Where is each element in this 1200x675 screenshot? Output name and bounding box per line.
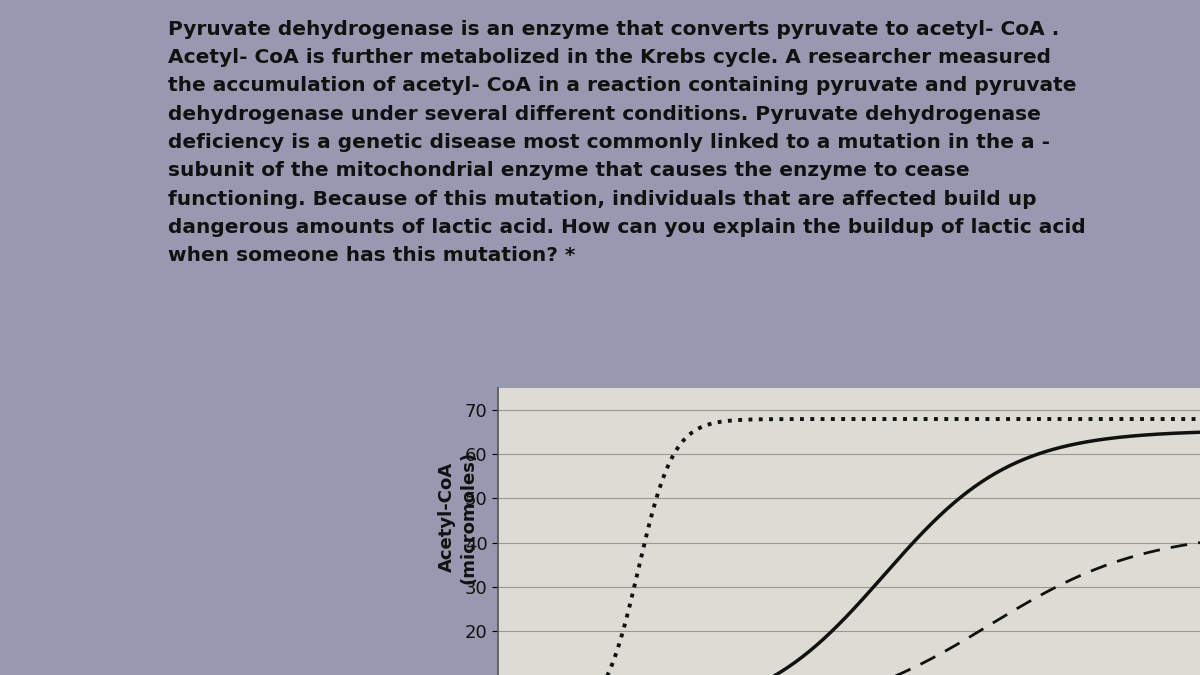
Text: Acetyl-CoA
(micromoles): Acetyl-CoA (micromoles) <box>438 451 478 584</box>
Text: Pyruvate dehydrogenase is an enzyme that converts pyruvate to acetyl- CoA .
Acet: Pyruvate dehydrogenase is an enzyme that… <box>168 20 1086 265</box>
